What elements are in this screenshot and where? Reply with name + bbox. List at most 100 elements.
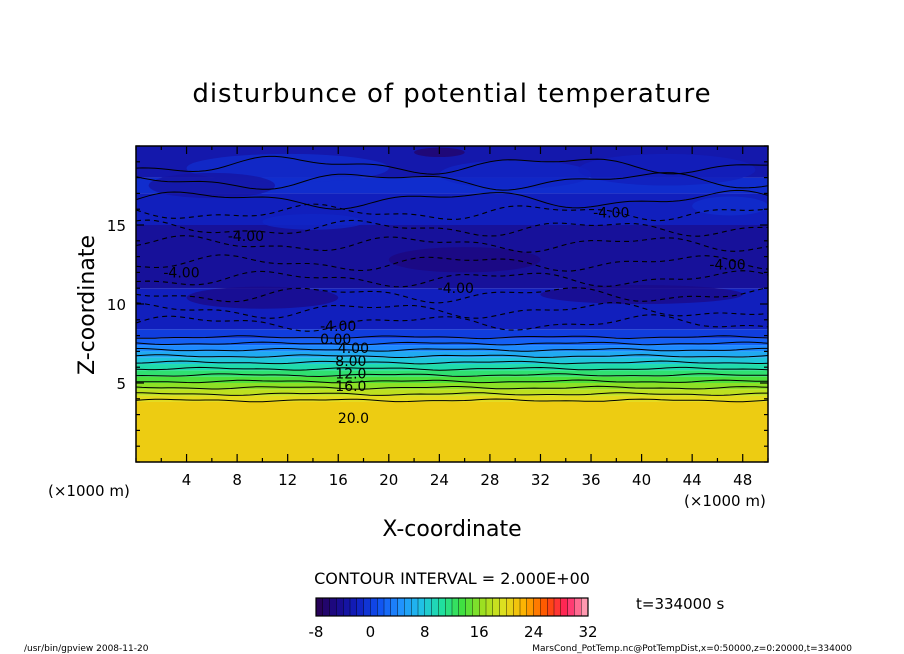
contour-line-dashed xyxy=(136,286,768,304)
colorbar-frame xyxy=(315,597,589,617)
colorbar-segment xyxy=(492,597,501,617)
colorbar-segment xyxy=(370,597,378,617)
colorbar-segment xyxy=(349,597,358,617)
colorbar-segment xyxy=(479,597,487,617)
contour-label: -4.00 xyxy=(438,281,474,297)
contour-line xyxy=(136,366,768,371)
colorbar-segment xyxy=(417,597,426,617)
contour-line xyxy=(136,360,768,365)
contour-label: 4.00 xyxy=(338,341,369,357)
colorbar-tick-label: -8 xyxy=(309,623,324,641)
colorbar-segment xyxy=(383,597,392,617)
contour-lines xyxy=(136,155,768,403)
contour-label: -4.00 xyxy=(593,205,629,221)
colorbar-segment xyxy=(329,597,337,617)
contour-line xyxy=(136,172,768,191)
x-tick-label: 12 xyxy=(278,471,297,489)
contour-label: 16.0 xyxy=(335,379,366,395)
colorbar-segment xyxy=(397,597,405,617)
colorbar-segment xyxy=(404,597,412,617)
heatmap-layer xyxy=(136,193,768,225)
colorbar-segment xyxy=(451,597,460,617)
contour-label: -4.00 xyxy=(320,319,356,335)
contour-line xyxy=(136,189,768,210)
contour-line xyxy=(136,373,768,378)
colorbar-segment xyxy=(343,597,351,617)
y-tick-label: 5 xyxy=(116,375,126,393)
heatmap-patch xyxy=(262,213,364,230)
footer-left: /usr/bin/gpview 2008-11-20 xyxy=(24,644,149,654)
contour-line-dashed xyxy=(136,254,768,272)
contour-interval-text: CONTOUR INTERVAL = 2.000E+00 xyxy=(314,569,590,588)
colorbar-segment xyxy=(506,597,514,617)
x-tick-label: 32 xyxy=(531,471,550,489)
x-axis-label: X-coordinate xyxy=(382,517,521,542)
time-label: t=334000 s xyxy=(636,595,724,613)
colorbar-tick-label: 8 xyxy=(420,623,430,641)
contour-line-dashed xyxy=(136,235,768,253)
colorbar-segment xyxy=(363,597,371,617)
colorbar-segment xyxy=(560,597,569,617)
colorbar-tick-label: 16 xyxy=(470,623,489,641)
colorbar-segment xyxy=(540,597,548,617)
contour-line xyxy=(136,392,768,396)
heatmap-patch xyxy=(578,153,756,186)
colorbar xyxy=(315,597,589,617)
colorbar-segment xyxy=(472,597,480,617)
contour-line-dashed xyxy=(136,314,768,332)
heatmap-layer xyxy=(136,376,768,383)
contour-label: -4.00 xyxy=(163,265,199,281)
contour-line xyxy=(136,341,768,346)
heatmap-layer xyxy=(136,370,768,377)
contour-label: -4.00 xyxy=(228,229,264,245)
colorbar-segment xyxy=(377,597,385,617)
x-tick-label: 28 xyxy=(480,471,499,489)
contour-label: -4.00 xyxy=(709,258,745,274)
contour-line-dashed xyxy=(136,302,768,319)
heatmap-patch xyxy=(148,172,276,199)
colorbar-segment xyxy=(438,597,446,617)
contour-line-dashed xyxy=(136,270,768,288)
chart-title: disturbunce of potential temperature xyxy=(192,79,711,109)
x-tick-label: 8 xyxy=(232,471,242,489)
colorbar-segment xyxy=(322,597,331,617)
colorbar-tick-label: 32 xyxy=(578,623,597,641)
x-unit-right: (×1000 m) xyxy=(684,492,766,510)
x-tick-label: 44 xyxy=(683,471,702,489)
x-tick-label: 4 xyxy=(182,471,192,489)
colorbar-segment xyxy=(336,597,344,617)
colorbar-segment xyxy=(390,597,399,617)
heatmap-layer xyxy=(136,401,768,462)
heatmap-layer xyxy=(136,351,768,358)
contour-line-dashed xyxy=(136,219,768,237)
colorbar-segment xyxy=(553,597,562,617)
y-tick-label: 10 xyxy=(107,296,126,314)
colorbar-segment xyxy=(499,597,507,617)
heatmap-layer xyxy=(136,364,768,371)
heatmap-patch xyxy=(439,160,592,189)
colorbar-segment xyxy=(445,597,453,617)
colorbar-segment xyxy=(519,597,528,617)
contour-line xyxy=(136,379,768,384)
contour-label: 12.0 xyxy=(335,367,366,383)
contour-line xyxy=(136,155,768,175)
heatmap-patch xyxy=(186,286,339,309)
heatmap-layer xyxy=(136,357,768,365)
x-tick-label: 20 xyxy=(379,471,398,489)
x-axis-ticks: 4 8 12 16 20 24 28 32 36 40 44 48 xyxy=(135,146,769,489)
colorbar-segment xyxy=(315,597,324,617)
x-tick-label: 36 xyxy=(581,471,600,489)
colorbar-segment xyxy=(411,597,419,617)
contour-line-dashed xyxy=(136,203,768,222)
heatmap-patch xyxy=(540,285,743,304)
heatmap-patch xyxy=(692,196,768,216)
colorbar-tick-label: 0 xyxy=(366,623,376,641)
contour-label: 0.00 xyxy=(320,332,351,348)
heatmap-layer xyxy=(136,329,768,339)
colorbar-segment xyxy=(547,597,555,617)
colorbar-segment xyxy=(485,597,494,617)
contour-line xyxy=(136,398,768,403)
colorbar-segment xyxy=(574,597,582,617)
x-tick-label: 48 xyxy=(733,471,752,489)
